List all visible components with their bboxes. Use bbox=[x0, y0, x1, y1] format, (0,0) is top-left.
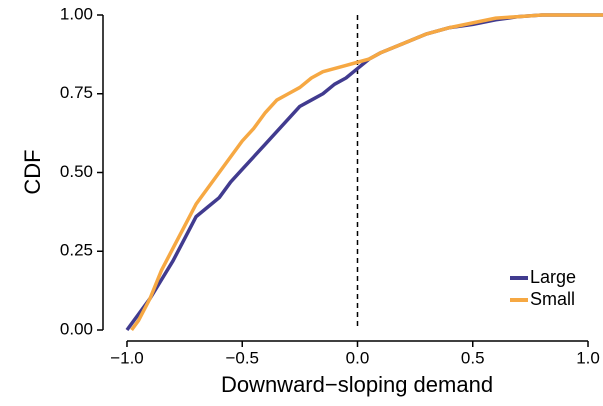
x-tick-label: −0.5 bbox=[225, 348, 259, 367]
x-tick-label: 1.0 bbox=[576, 348, 600, 367]
cdf-line bbox=[130, 13, 603, 332]
x-tick-label: 0.5 bbox=[461, 348, 485, 367]
legend-label: Large bbox=[530, 267, 576, 287]
y-tick-label: 1.00 bbox=[60, 4, 93, 23]
y-tick-label: 0.00 bbox=[60, 319, 93, 338]
x-axis-title: Downward−sloping demand bbox=[221, 372, 493, 397]
y-tick-label: 0.25 bbox=[60, 241, 93, 260]
y-tick-label: 0.75 bbox=[60, 83, 93, 102]
y-axis-title: CDF bbox=[20, 149, 45, 194]
legend-label: Small bbox=[530, 289, 575, 309]
x-tick-label: 0.0 bbox=[346, 348, 370, 367]
x-tick-label: −1.0 bbox=[110, 348, 144, 367]
y-tick-label: 0.50 bbox=[60, 162, 93, 181]
